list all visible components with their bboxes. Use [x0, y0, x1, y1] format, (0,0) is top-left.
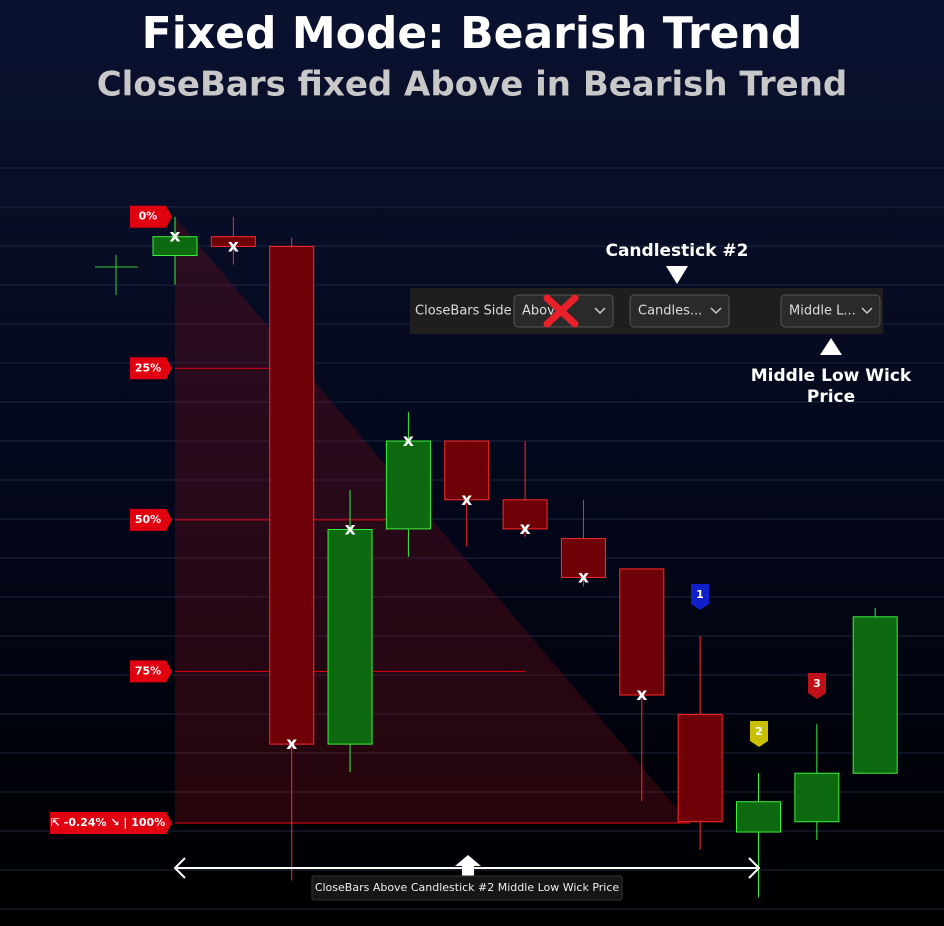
close-marker: x [636, 685, 647, 705]
chevron [594, 307, 606, 315]
subtitle: CloseBars fixed Above in Bearish Trend [97, 65, 848, 105]
chevron [861, 307, 873, 315]
candle-body [852, 616, 898, 774]
pointer [666, 266, 688, 284]
chevron [710, 307, 722, 315]
level-tag [130, 660, 172, 683]
toolbar-label: CloseBars Side [415, 304, 512, 319]
close-marker: x [228, 236, 239, 256]
candle-body [444, 440, 490, 501]
cross-icon [543, 294, 579, 328]
dropdown-box[interactable] [629, 294, 730, 328]
badge-label: 3 [813, 677, 821, 690]
badge [750, 721, 768, 747]
annotation: Middle Low Wick [751, 366, 912, 386]
candle-body [210, 236, 256, 247]
badge-label: 2 [755, 725, 763, 738]
annotation: Price [807, 387, 855, 407]
close-marker: x [578, 567, 589, 587]
level-label: 50% [135, 513, 161, 526]
badge [808, 673, 826, 699]
range-arrow [173, 855, 761, 879]
level-tag [130, 357, 172, 380]
level-label: 0% [139, 210, 158, 223]
badge [691, 584, 709, 610]
plot: 0% 25% 50% 75% ⇱ -0.24% ↘ | 100% x x x x x x x x x 1 2 3 [50, 205, 898, 898]
tooltip [311, 875, 623, 901]
dropdown-value: Candles... [638, 304, 702, 319]
candle-body [677, 713, 723, 823]
candle-body [736, 801, 781, 833]
dropdown[interactable]: Above [513, 294, 614, 328]
pointer [820, 338, 842, 355]
arrow-up [455, 855, 481, 878]
dropdown[interactable]: Middle L... [780, 294, 881, 328]
candle-body [152, 236, 198, 256]
close-marker: x [461, 490, 472, 510]
title: Fixed Mode: Bearish Trend [142, 8, 803, 59]
dropdown-value: Middle L... [789, 304, 856, 319]
close-marker: x [286, 734, 297, 754]
level-tag [130, 508, 172, 531]
candle-body [560, 538, 606, 578]
annotation: Candlestick #2 [605, 241, 748, 261]
candle-body [619, 568, 665, 696]
level-label: 25% [135, 361, 161, 374]
arrow-head [173, 857, 761, 879]
candle-body [327, 529, 373, 745]
dropdown[interactable]: Candles... [629, 294, 730, 328]
level-tag [130, 205, 172, 228]
candle-body [269, 245, 315, 745]
candle-body [385, 440, 431, 530]
close-marker: x [345, 520, 356, 540]
close-marker: x [170, 227, 181, 247]
tooltip-text: CloseBars Above Candlestick #2 Middle Lo… [315, 881, 620, 894]
badge-label: 1 [696, 588, 704, 601]
close-marker: x [403, 431, 414, 451]
dropdown-box[interactable] [780, 294, 881, 328]
level-tag [50, 811, 172, 834]
candle-body [502, 499, 548, 530]
level-label: 75% [135, 664, 161, 677]
close-marker: x [520, 519, 531, 539]
level-label: ⇱ -0.24% ↘ | 100% [51, 816, 165, 829]
candle-body [794, 772, 840, 823]
